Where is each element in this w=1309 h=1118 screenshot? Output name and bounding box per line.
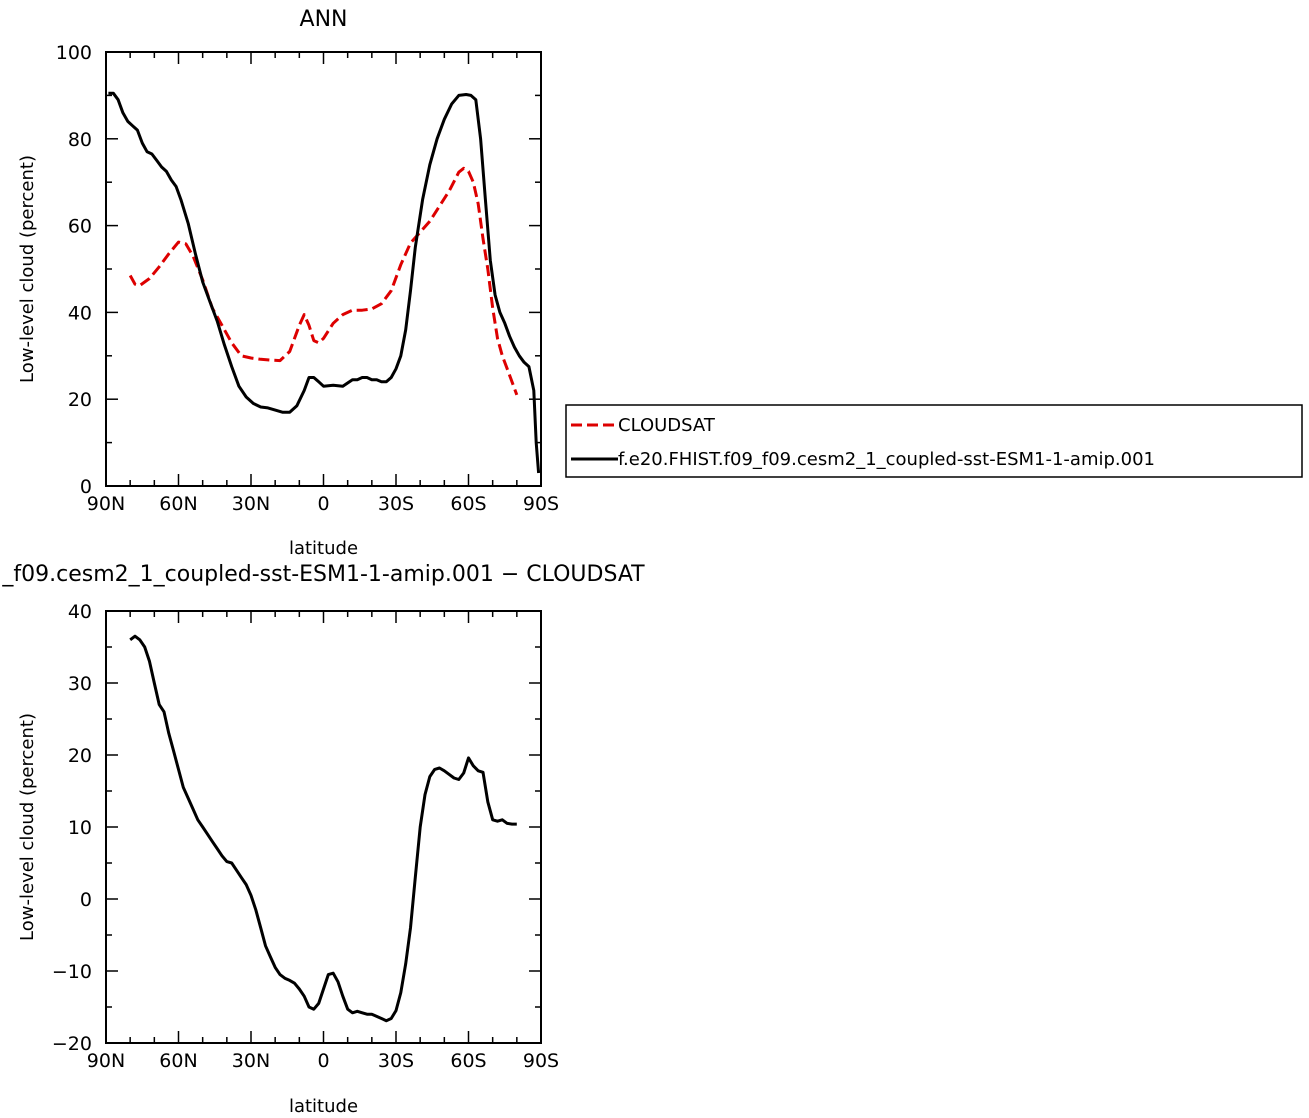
y-tick-label: 100 [56, 42, 92, 64]
legend-box [565, 404, 1303, 478]
x-tick-label: 60S [450, 1050, 486, 1072]
x-tick-label: 60N [159, 493, 197, 515]
y-tick-label: 10 [68, 817, 92, 839]
series-line-1 [108, 91, 541, 474]
y-tick-label: 80 [68, 129, 92, 151]
y-tick-label: 30 [68, 673, 92, 695]
chart-title: _f09.cesm2_1_coupled-sst-ESM1-1-amip.001… [1, 562, 645, 587]
y-tick-label: 40 [68, 601, 92, 623]
x-tick-label: 0 [317, 493, 329, 515]
x-tick-label: 30N [232, 493, 270, 515]
top-chart: ANN 90N 60N 30N 0 30S 60S 90S 0 20 40 60 80 100 latitu… [17, 7, 559, 559]
y-tick-label: 0 [80, 476, 92, 498]
series-line-0 [128, 166, 519, 396]
difference-chart: _f09.cesm2_1_coupled-sst-ESM1-1-amip.001… [1, 562, 645, 1117]
x-tick-label: 30S [378, 1050, 414, 1072]
chart-title: ANN [300, 7, 348, 32]
x-axis-label: latitude [289, 1096, 358, 1117]
x-tick-label: 60N [159, 1050, 197, 1072]
x-tick-label: 30S [378, 493, 414, 515]
plot-frame [105, 51, 542, 487]
legend-entry: f.e20.FHIST.f09_f09.cesm2_1_coupled-sst-… [618, 449, 1155, 470]
y-tick-label: 40 [68, 302, 92, 324]
y-tick-label: 20 [68, 745, 92, 767]
x-tick-label: 30N [232, 1050, 270, 1072]
legend-entry: CLOUDSAT [618, 415, 716, 436]
y-tick-label: 60 [68, 216, 92, 238]
x-tick-label: 0 [317, 1050, 329, 1072]
x-axis-label: latitude [289, 538, 358, 559]
series-line-0 [129, 634, 517, 1023]
x-tick-label: 60S [450, 493, 486, 515]
y-tick-label: 0 [80, 889, 92, 911]
legend: CLOUDSAT f.e20.FHIST.f09_f09.cesm2_1_coup… [565, 404, 1303, 478]
x-tick-label: 90S [523, 1050, 559, 1072]
plot-frame [105, 610, 542, 1044]
x-tick-label: 90N [87, 1050, 125, 1072]
y-axis-label: Low-level cloud (percent) [17, 155, 38, 383]
y-axis-label: Low-level cloud (percent) [17, 713, 38, 941]
y-tick-label: −20 [52, 1033, 92, 1055]
x-tick-label: 90S [523, 493, 559, 515]
x-tick-label: 90N [87, 493, 125, 515]
y-tick-label: −10 [52, 961, 92, 983]
y-tick-label: 20 [68, 389, 92, 411]
